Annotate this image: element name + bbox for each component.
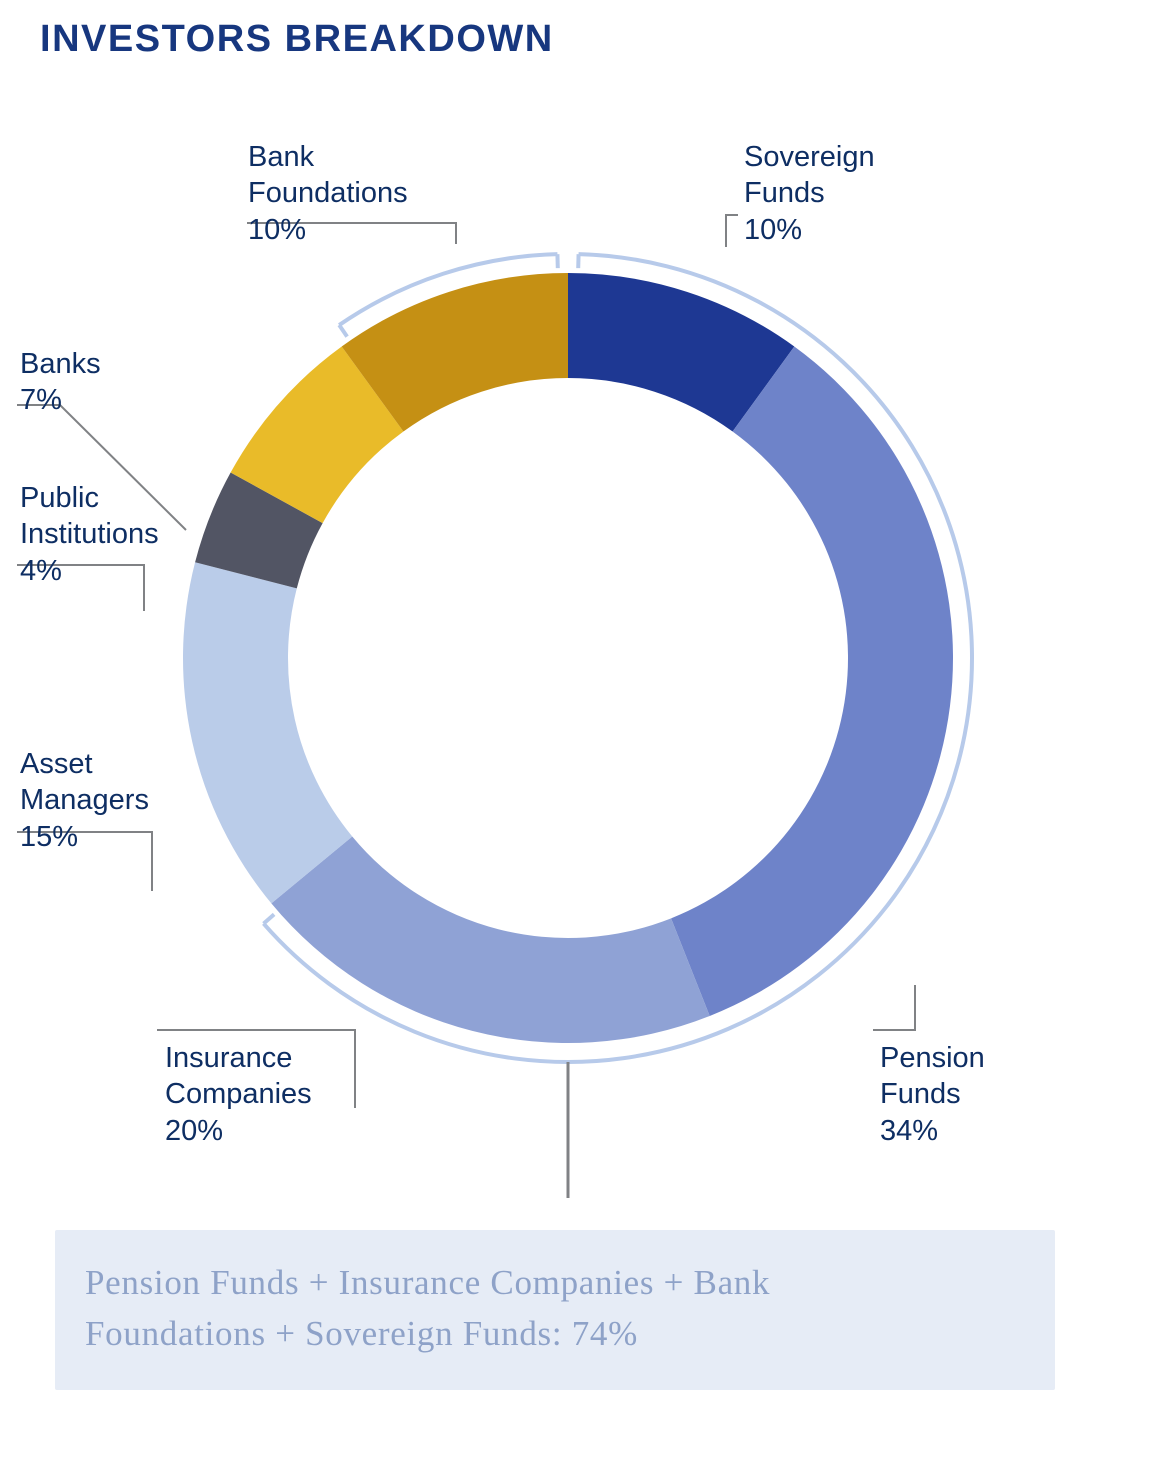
summary-box: Pension Funds + Insurance Companies + Ba…	[55, 1230, 1055, 1390]
label-asset: AssetManagers15%	[20, 746, 149, 855]
leader-pension	[873, 985, 915, 1030]
summary-text-line2: Foundations + Sovereign Funds: 74%	[85, 1309, 1025, 1360]
label-insurance: InsuranceCompanies20%	[165, 1040, 312, 1149]
slice-insurance	[271, 836, 709, 1043]
bracket-cap	[339, 325, 347, 337]
bracket-cap	[264, 914, 275, 923]
label-banks: Banks7%	[20, 346, 101, 419]
slice-asset	[183, 562, 352, 903]
label-public: PublicInstitutions4%	[20, 480, 159, 589]
page: INVESTORS BREAKDOWN SovereignFunds10% Pe…	[0, 0, 1166, 1468]
label-sovereign: SovereignFunds10%	[744, 139, 875, 248]
label-pension: PensionFunds34%	[880, 1040, 985, 1149]
leader-sovereign	[726, 215, 738, 247]
label-bankfound: BankFoundations10%	[248, 139, 408, 248]
summary-text-line1: Pension Funds + Insurance Companies + Ba…	[85, 1258, 1025, 1309]
